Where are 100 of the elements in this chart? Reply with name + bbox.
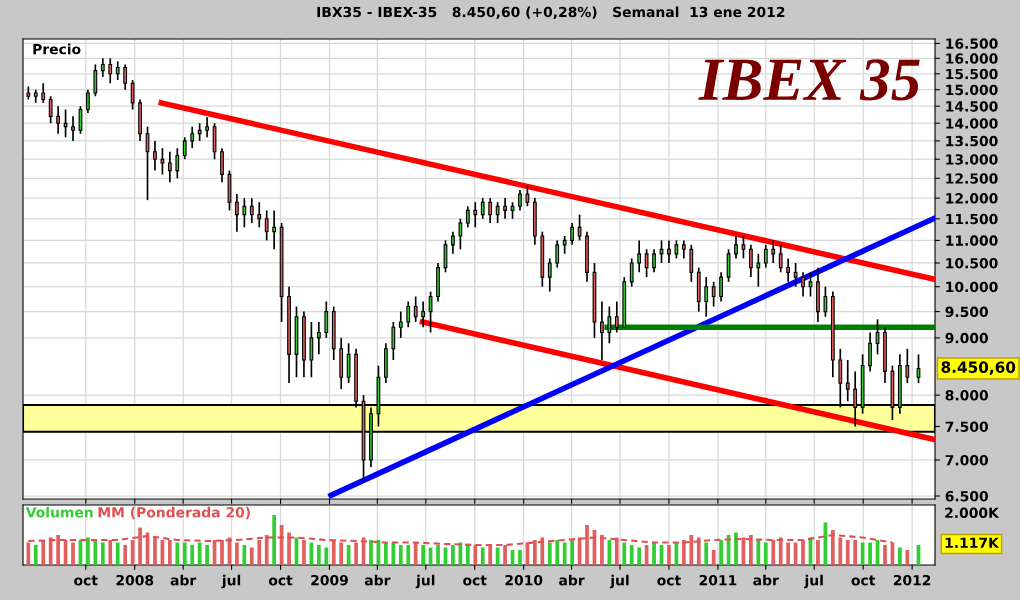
candlestick xyxy=(406,300,411,329)
text: 1.117K xyxy=(945,537,1000,548)
candlestick xyxy=(458,217,463,251)
candlestick xyxy=(600,300,604,361)
bar xyxy=(167,540,172,565)
candlestick xyxy=(607,305,612,345)
x-tick-label: oct xyxy=(851,575,876,586)
candlestick xyxy=(175,147,180,180)
text: 2.000K xyxy=(945,507,1000,519)
candlestick xyxy=(160,147,165,176)
text: 8.450,60 xyxy=(941,361,1016,375)
candlestick xyxy=(637,239,642,274)
y-tick-label: 7.500 xyxy=(945,421,988,432)
y-tick-label: 6.500 xyxy=(945,490,988,502)
candlestick xyxy=(421,300,426,329)
y-tick-label: 14.000 xyxy=(946,118,998,129)
bar xyxy=(756,540,761,565)
candlestick xyxy=(845,359,850,403)
x-tick-label: 2008 xyxy=(116,574,154,586)
candlestick xyxy=(719,271,723,303)
candlestick xyxy=(801,271,805,298)
bar xyxy=(719,540,723,565)
bar xyxy=(220,540,224,565)
x-tick-label: jul xyxy=(804,574,823,589)
x-tick-label: oct xyxy=(268,575,293,586)
bar xyxy=(71,542,75,565)
candlestick xyxy=(726,248,731,283)
bar xyxy=(436,545,440,565)
candlestick xyxy=(741,235,746,260)
bar xyxy=(302,540,306,565)
candlestick xyxy=(63,108,68,139)
candlestick xyxy=(480,197,485,220)
candlestick xyxy=(78,105,83,135)
bar xyxy=(235,542,239,565)
candlestick xyxy=(153,140,157,172)
bar xyxy=(369,540,373,565)
x-tick-label: abr xyxy=(364,574,391,586)
bar xyxy=(115,542,120,565)
bar xyxy=(898,547,902,565)
candlestick xyxy=(391,321,396,361)
candlestick xyxy=(905,347,910,384)
series-label: MM (Ponderada 20) xyxy=(98,506,250,520)
bar xyxy=(749,535,753,565)
bar xyxy=(354,542,358,565)
candlestick xyxy=(182,136,187,161)
bar xyxy=(153,537,157,565)
x-tick-label: oct xyxy=(463,575,487,586)
bar xyxy=(555,540,560,565)
bar xyxy=(816,540,820,565)
bar xyxy=(585,525,589,565)
candlestick xyxy=(786,257,791,283)
candlestick xyxy=(41,82,46,104)
bar xyxy=(86,537,90,565)
candlestick xyxy=(346,342,351,384)
candlestick xyxy=(570,222,575,246)
bar xyxy=(480,547,485,565)
bar xyxy=(287,532,291,565)
bar xyxy=(562,542,567,565)
bar xyxy=(26,542,31,565)
x-tick-label: jul xyxy=(609,574,629,589)
bar xyxy=(540,537,545,565)
bar xyxy=(413,542,418,565)
bar xyxy=(182,542,187,565)
candlestick xyxy=(868,331,872,373)
bar xyxy=(175,542,180,565)
x-tick-label: oct xyxy=(657,575,681,586)
bar xyxy=(734,532,738,565)
candlestick xyxy=(257,201,262,229)
bar xyxy=(421,545,425,565)
x-tick-label: jul xyxy=(415,574,435,589)
bar xyxy=(614,537,619,565)
bar xyxy=(488,545,493,565)
candlestick xyxy=(48,95,53,125)
bar xyxy=(778,537,783,565)
y-tick-label: 9.500 xyxy=(945,306,988,318)
x-tick-label: 2009 xyxy=(311,574,348,586)
candlestick xyxy=(108,57,113,85)
bar xyxy=(607,540,612,565)
y-tick-label: 12.000 xyxy=(946,193,998,204)
bar xyxy=(533,540,537,565)
candlestick xyxy=(823,285,828,318)
chart-title: IBX35 - IBEX-35 8.450,60 (+0,28%) Semanal 13 ene 2012 xyxy=(317,6,785,20)
bar xyxy=(845,540,850,565)
bar xyxy=(801,540,805,565)
y-tick-label: 15.000 xyxy=(946,84,998,96)
y-tick-label: 9.000 xyxy=(945,332,988,344)
candlestick xyxy=(488,197,493,224)
y-tick-label: 7.000 xyxy=(945,454,988,466)
bar xyxy=(249,547,254,565)
candlestick xyxy=(763,243,768,269)
candlestick xyxy=(220,147,224,184)
candlestick xyxy=(130,79,135,111)
bar xyxy=(786,542,791,565)
bar xyxy=(242,545,247,565)
candlestick xyxy=(778,243,783,274)
x-tick-label: jul xyxy=(221,574,241,589)
bar xyxy=(316,545,321,565)
y-tick-label: 13.000 xyxy=(946,154,998,165)
y-tick-label: 15.500 xyxy=(946,68,998,80)
y-tick-label: 16.500 xyxy=(946,38,998,49)
